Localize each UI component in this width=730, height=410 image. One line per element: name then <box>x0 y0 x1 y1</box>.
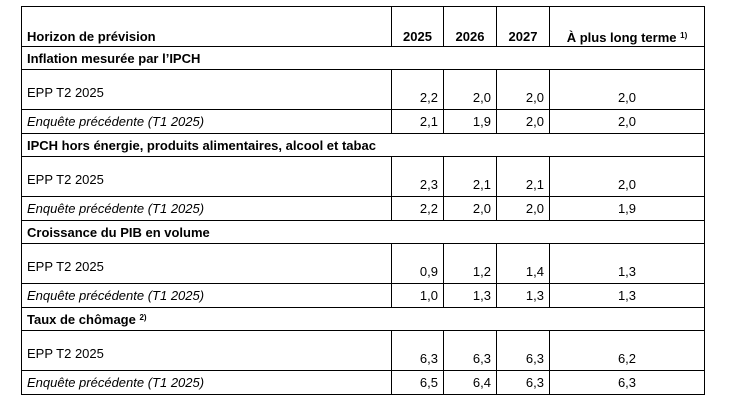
footnote-marker: 1) <box>680 31 688 40</box>
row-label: Enquête précédente (T1 2025) <box>21 109 392 134</box>
section-title: Croissance du PIB en volume <box>21 220 705 244</box>
value-2026: 1,3 <box>443 283 497 308</box>
table-row: EPP T2 2025 0,9 1,2 1,4 1,3 <box>21 243 705 284</box>
value-2025: 2,3 <box>391 156 444 197</box>
value-2027: 2,0 <box>496 196 550 221</box>
value-2027: 1,3 <box>496 283 550 308</box>
value-longer-term: 2,0 <box>549 69 705 110</box>
header-horizon: Horizon de prévision <box>21 6 392 47</box>
value-longer-term: 2,0 <box>549 156 705 197</box>
value-longer-term: 1,9 <box>549 196 705 221</box>
value-2026: 1,9 <box>443 109 497 134</box>
header-year-2025: 2025 <box>391 6 444 47</box>
section-row: IPCH hors énergie, produits alimentaires… <box>21 133 705 157</box>
header-longer-term-label: À plus long terme <box>566 30 677 45</box>
value-longer-term: 1,3 <box>549 283 705 308</box>
section-title-text: IPCH hors énergie, produits alimentaires… <box>27 137 376 153</box>
value-2025: 1,0 <box>391 283 444 308</box>
section-title: Inflation mesurée par l’IPCH <box>21 46 705 70</box>
value-2026: 2,0 <box>443 196 497 221</box>
section-title-text: Taux de chômage <box>27 311 136 327</box>
value-2025: 6,5 <box>391 370 444 395</box>
value-2027: 6,3 <box>496 330 550 371</box>
section-title: IPCH hors énergie, produits alimentaires… <box>21 133 705 157</box>
row-label: Enquête précédente (T1 2025) <box>21 370 392 395</box>
footnote-marker: 2) <box>139 312 147 322</box>
row-label: EPP T2 2025 <box>21 330 392 371</box>
value-2025: 2,2 <box>391 196 444 221</box>
value-longer-term: 6,3 <box>549 370 705 395</box>
value-2026: 2,0 <box>443 69 497 110</box>
value-2027: 1,4 <box>496 243 550 284</box>
row-label: Enquête précédente (T1 2025) <box>21 283 392 308</box>
table-row: Enquête précédente (T1 2025) 6,5 6,4 6,3… <box>21 370 705 395</box>
value-2026: 6,4 <box>443 370 497 395</box>
row-label: EPP T2 2025 <box>21 243 392 284</box>
value-2026: 6,3 <box>443 330 497 371</box>
header-year-2027: 2027 <box>496 6 550 47</box>
row-label: Enquête précédente (T1 2025) <box>21 196 392 221</box>
table-row: EPP T2 2025 2,3 2,1 2,1 2,0 <box>21 156 705 197</box>
value-longer-term: 2,0 <box>549 109 705 134</box>
header-year-2026: 2026 <box>443 6 497 47</box>
value-2027: 2,0 <box>496 69 550 110</box>
section-title: Taux de chômage 2) <box>21 307 705 331</box>
value-2027: 2,1 <box>496 156 550 197</box>
section-row: Taux de chômage 2) <box>21 307 705 331</box>
row-label: EPP T2 2025 <box>21 69 392 110</box>
header-row: Horizon de prévision 2025 2026 2027 À pl… <box>21 6 705 47</box>
section-row: Croissance du PIB en volume <box>21 220 705 244</box>
table-row: EPP T2 2025 6,3 6,3 6,3 6,2 <box>21 330 705 371</box>
value-2025: 0,9 <box>391 243 444 284</box>
value-2025: 2,2 <box>391 69 444 110</box>
forecast-table: Horizon de prévision 2025 2026 2027 À pl… <box>21 6 705 395</box>
value-longer-term: 6,2 <box>549 330 705 371</box>
section-title-text: Inflation mesurée par l’IPCH <box>27 50 201 66</box>
value-2025: 6,3 <box>391 330 444 371</box>
value-2025: 2,1 <box>391 109 444 134</box>
value-2027: 2,0 <box>496 109 550 134</box>
section-title-text: Croissance du PIB en volume <box>27 224 210 240</box>
value-2026: 1,2 <box>443 243 497 284</box>
value-2027: 6,3 <box>496 370 550 395</box>
table-row: EPP T2 2025 2,2 2,0 2,0 2,0 <box>21 69 705 110</box>
table-row: Enquête précédente (T1 2025) 1,0 1,3 1,3… <box>21 283 705 308</box>
header-longer-term: À plus long terme 1) <box>549 6 705 47</box>
table-row: Enquête précédente (T1 2025) 2,2 2,0 2,0… <box>21 196 705 221</box>
row-label: EPP T2 2025 <box>21 156 392 197</box>
table-row: Enquête précédente (T1 2025) 2,1 1,9 2,0… <box>21 109 705 134</box>
value-2026: 2,1 <box>443 156 497 197</box>
section-row: Inflation mesurée par l’IPCH <box>21 46 705 70</box>
value-longer-term: 1,3 <box>549 243 705 284</box>
